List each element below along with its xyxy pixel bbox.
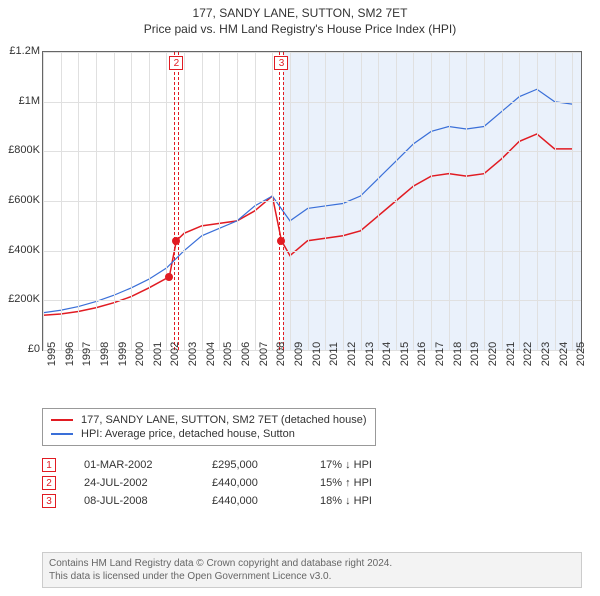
event-date: 01-MAR-2002 [84, 459, 184, 471]
callout-marker: 2 [169, 56, 183, 70]
attribution-box: Contains HM Land Registry data © Crown c… [42, 552, 582, 588]
x-axis-tick: 2020 [487, 342, 499, 366]
x-axis-tick: 2009 [293, 342, 305, 366]
x-axis-tick: 2025 [575, 342, 587, 366]
chart-title: 177, SANDY LANE, SUTTON, SM2 7ET [0, 6, 600, 20]
sale-marker [165, 273, 173, 281]
x-axis-tick: 2022 [522, 342, 534, 366]
x-axis-tick: 2019 [469, 342, 481, 366]
sale-marker [277, 237, 285, 245]
x-axis-tick: 2010 [311, 342, 323, 366]
x-axis-tick: 2007 [258, 342, 270, 366]
y-axis-tick: £600K [4, 194, 40, 206]
legend-swatch [51, 433, 73, 435]
legend-swatch [51, 419, 73, 421]
event-marker: 2 [42, 476, 56, 490]
x-axis-tick: 2008 [275, 342, 287, 366]
attribution-line: This data is licensed under the Open Gov… [49, 570, 575, 583]
x-axis-tick: 2018 [452, 342, 464, 366]
event-row: 2 24-JUL-2002 £440,000 15% ↑ HPI [42, 476, 410, 490]
attribution-line: Contains HM Land Registry data © Crown c… [49, 557, 575, 570]
event-marker: 1 [42, 458, 56, 472]
y-axis-tick: £0 [4, 343, 40, 355]
event-delta: 15% ↑ HPI [320, 477, 410, 489]
x-axis-tick: 2021 [505, 342, 517, 366]
event-price: £440,000 [212, 477, 292, 489]
x-axis-tick: 1999 [117, 342, 129, 366]
event-delta: 18% ↓ HPI [320, 495, 410, 507]
legend-item: 177, SANDY LANE, SUTTON, SM2 7ET (detach… [51, 413, 367, 427]
x-axis-tick: 2011 [328, 342, 340, 366]
x-axis-tick: 2012 [346, 342, 358, 366]
callout-marker: 3 [274, 56, 288, 70]
x-axis-tick: 2016 [416, 342, 428, 366]
x-axis-tick: 2014 [381, 342, 393, 366]
y-axis-tick: £400K [4, 244, 40, 256]
event-row: 3 08-JUL-2008 £440,000 18% ↓ HPI [42, 494, 410, 508]
y-axis-tick: £1.2M [4, 45, 40, 57]
x-axis-tick: 2004 [205, 342, 217, 366]
x-axis-tick: 2017 [434, 342, 446, 366]
x-axis-tick: 2005 [222, 342, 234, 366]
legend-item: HPI: Average price, detached house, Sutt… [51, 427, 367, 441]
event-date: 08-JUL-2008 [84, 495, 184, 507]
y-axis-tick: £200K [4, 293, 40, 305]
legend-label: HPI: Average price, detached house, Sutt… [81, 428, 295, 440]
event-marker: 3 [42, 494, 56, 508]
y-axis-tick: £1M [4, 95, 40, 107]
x-axis-tick: 2015 [399, 342, 411, 366]
x-axis-tick: 1995 [46, 342, 58, 366]
x-axis-tick: 2006 [240, 342, 252, 366]
chart-subtitle: Price paid vs. HM Land Registry's House … [0, 22, 600, 36]
legend-label: 177, SANDY LANE, SUTTON, SM2 7ET (detach… [81, 414, 367, 426]
event-delta: 17% ↓ HPI [320, 459, 410, 471]
event-price: £440,000 [212, 495, 292, 507]
legend: 177, SANDY LANE, SUTTON, SM2 7ET (detach… [42, 408, 376, 446]
event-price: £295,000 [212, 459, 292, 471]
x-axis-tick: 1997 [81, 342, 93, 366]
event-date: 24-JUL-2002 [84, 477, 184, 489]
x-axis-tick: 2000 [134, 342, 146, 366]
x-axis-tick: 2013 [364, 342, 376, 366]
y-axis-tick: £800K [4, 144, 40, 156]
x-axis-tick: 2024 [558, 342, 570, 366]
x-axis-tick: 1998 [99, 342, 111, 366]
sale-events: 1 01-MAR-2002 £295,000 17% ↓ HPI 2 24-JUL-200… [42, 454, 410, 512]
x-axis-tick: 2023 [540, 342, 552, 366]
x-axis-tick: 2003 [187, 342, 199, 366]
sale-marker [172, 237, 180, 245]
event-row: 1 01-MAR-2002 £295,000 17% ↓ HPI [42, 458, 410, 472]
x-axis-tick: 2001 [152, 342, 164, 366]
x-axis-tick: 2002 [169, 342, 181, 366]
x-axis-tick: 1996 [64, 342, 76, 366]
chart-plot-area: 23 [42, 51, 582, 351]
